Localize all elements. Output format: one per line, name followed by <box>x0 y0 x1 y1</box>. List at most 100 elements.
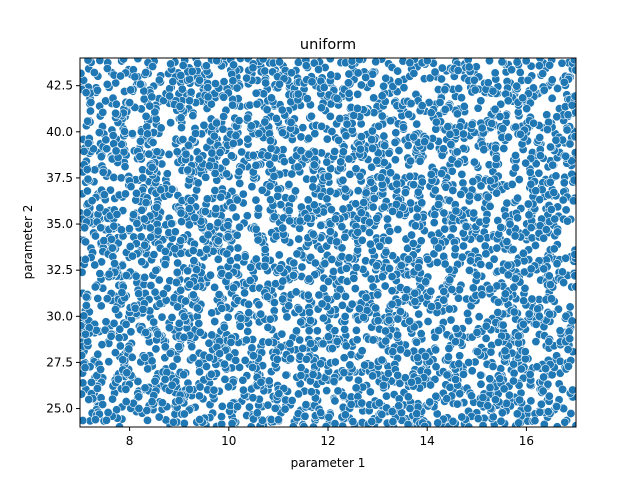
scatter-point <box>233 243 243 253</box>
scatter-point <box>365 217 375 227</box>
scatter-point <box>339 368 349 378</box>
scatter-point <box>322 134 332 144</box>
scatter-point <box>103 407 113 417</box>
scatter-point <box>104 269 114 279</box>
scatter-point <box>408 239 418 249</box>
scatter-point <box>284 206 294 216</box>
scatter-point <box>285 216 295 226</box>
scatter-point <box>503 96 513 106</box>
scatter-point <box>521 58 531 66</box>
scatter-point <box>437 74 447 84</box>
scatter-point <box>81 237 91 247</box>
scatter-point <box>405 404 415 414</box>
scatter-point <box>365 387 375 397</box>
scatter-point <box>355 171 365 181</box>
scatter-point <box>210 79 220 89</box>
scatter-point <box>287 194 297 204</box>
scatter-point <box>369 193 379 203</box>
scatter-point <box>514 418 524 427</box>
scatter-point <box>309 200 319 210</box>
scatter-point <box>407 230 417 240</box>
scatter-point <box>544 271 554 281</box>
y-tick-label: 27.5 <box>46 355 73 369</box>
scatter-point <box>498 124 508 134</box>
scatter-point <box>381 326 391 336</box>
scatter-point <box>279 157 289 167</box>
scatter-point <box>172 267 182 277</box>
scatter-point <box>453 65 463 75</box>
scatter-point <box>410 297 420 307</box>
scatter-point <box>521 158 531 168</box>
scatter-point <box>246 121 256 131</box>
scatter-point <box>384 315 394 325</box>
scatter-point <box>219 322 229 332</box>
scatter-point <box>458 241 468 251</box>
scatter-point <box>137 257 147 267</box>
scatter-point <box>434 326 444 336</box>
scatter-point <box>338 204 348 214</box>
x-tick-label: 12 <box>320 434 335 448</box>
scatter-point <box>333 386 343 396</box>
scatter-point <box>489 254 499 264</box>
scatter-point <box>336 157 346 167</box>
scatter-point <box>264 337 274 347</box>
scatter-point <box>519 296 529 306</box>
scatter-point <box>468 283 478 293</box>
scatter-point <box>184 220 194 230</box>
scatter-point <box>179 332 189 342</box>
scatter-point <box>497 408 507 418</box>
scatter-point <box>245 276 255 286</box>
scatter-point <box>327 254 337 264</box>
scatter-point <box>240 288 250 298</box>
scatter-point <box>99 190 109 200</box>
scatter-point <box>510 274 520 284</box>
scatter-point <box>116 225 126 235</box>
scatter-point <box>309 160 319 170</box>
scatter-point <box>177 84 187 94</box>
scatter-point <box>273 191 283 201</box>
scatter-point <box>528 83 538 93</box>
scatter-point <box>379 81 389 91</box>
scatter-point <box>184 74 194 84</box>
scatter-point <box>201 172 211 182</box>
scatter-point <box>257 185 267 195</box>
scatter-point <box>284 301 294 311</box>
x-tick-label: 14 <box>420 434 435 448</box>
scatter-point <box>524 210 534 220</box>
scatter-point <box>195 75 205 85</box>
scatter-point <box>227 151 237 161</box>
scatter-point <box>147 356 157 366</box>
scatter-point <box>405 316 415 326</box>
scatter-point <box>545 309 555 319</box>
scatter-point <box>83 116 93 126</box>
scatter-point <box>192 265 202 275</box>
scatter-point <box>365 239 375 249</box>
scatter-point <box>304 149 314 159</box>
scatter-point <box>490 395 500 405</box>
scatter-point <box>96 301 106 311</box>
scatter-point <box>452 399 462 409</box>
scatter-point <box>112 209 122 219</box>
scatter-point <box>452 109 462 119</box>
scatter-point <box>260 245 270 255</box>
scatter-point <box>520 347 530 357</box>
scatter-point <box>344 69 354 79</box>
scatter-point <box>174 396 184 406</box>
x-axis: 8 10 12 14 16 <box>126 427 534 448</box>
scatter-point <box>437 168 447 178</box>
scatter-point <box>472 347 482 357</box>
scatter-point <box>134 404 144 414</box>
scatter-point <box>226 337 236 347</box>
scatter-point <box>416 329 426 339</box>
scatter-point <box>396 345 406 355</box>
scatter-point <box>409 322 419 332</box>
scatter-point <box>243 326 253 336</box>
scatter-point <box>254 300 264 310</box>
scatter-point <box>454 285 464 295</box>
scatter-point <box>179 409 189 419</box>
scatter-point <box>201 61 211 71</box>
scatter-point <box>498 320 508 330</box>
scatter-point <box>231 355 241 365</box>
scatter-point <box>234 167 244 177</box>
scatter-point <box>187 66 197 76</box>
